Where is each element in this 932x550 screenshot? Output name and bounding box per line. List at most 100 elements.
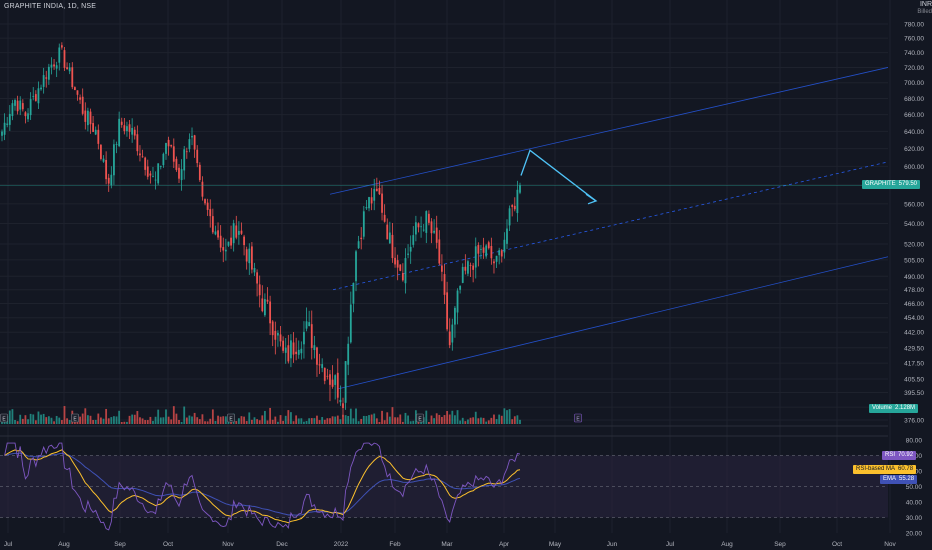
volume-bar: [245, 421, 248, 424]
candle-body: [474, 246, 477, 268]
candle-body: [300, 348, 303, 354]
volume-bar: [342, 414, 344, 424]
candle-body: [448, 331, 451, 346]
volume-bar: [383, 420, 386, 424]
volume-bar: [477, 418, 480, 424]
candle-body: [420, 226, 422, 228]
price-tick-label: 600.00: [904, 164, 924, 171]
candle-body: [271, 321, 274, 336]
volume-bar: [339, 419, 342, 424]
volume-bar: [399, 414, 402, 424]
candle-body: [89, 111, 92, 125]
candle-body: [45, 77, 48, 79]
candle-body: [118, 118, 121, 147]
volume-bar: [321, 417, 324, 424]
volume-bar: [290, 412, 292, 424]
candle-body: [237, 230, 240, 235]
price-tick-label: 395.50: [904, 390, 924, 397]
candle-body: [378, 187, 381, 195]
volume-bar: [485, 421, 488, 424]
volume-bar: [300, 418, 303, 424]
volume-bar: [8, 410, 11, 424]
candle-body: [261, 298, 264, 312]
volume-bar: [14, 419, 16, 424]
price-tick-label: 442.00: [904, 330, 924, 337]
volume-bar: [209, 418, 212, 424]
volume-bar: [243, 416, 245, 424]
volume-bar: [222, 416, 225, 424]
volume-bar: [493, 414, 495, 424]
volume-bar: [313, 418, 316, 424]
candle-body: [516, 189, 519, 214]
volume-bar: [269, 407, 272, 424]
volume-bar: [29, 413, 32, 424]
candle-body: [86, 110, 89, 126]
volume-bar: [487, 420, 490, 424]
earnings-letter: E: [576, 417, 580, 423]
candle-body: [451, 324, 454, 343]
candle-body: [24, 112, 27, 117]
volume-bar: [40, 414, 42, 424]
candle-body: [425, 211, 428, 233]
candle-body: [407, 253, 409, 255]
projection-arrow: [520, 149, 597, 202]
candle-body: [11, 103, 14, 117]
earnings-letter: E: [418, 417, 422, 423]
volume-bar: [295, 415, 298, 424]
candle-body: [8, 113, 11, 125]
candle-body: [110, 174, 113, 186]
volume-bar: [386, 412, 389, 424]
candle-body: [464, 266, 467, 271]
candle-body: [508, 208, 511, 226]
candle-body: [443, 274, 446, 295]
candle-body: [152, 176, 154, 177]
volume-bar: [417, 421, 420, 424]
candle-body: [245, 249, 248, 262]
candle-body: [180, 169, 183, 181]
candle-body: [357, 241, 360, 249]
volume-bar: [352, 418, 355, 424]
candle-body: [167, 139, 170, 147]
candle-body: [19, 100, 22, 110]
volume-bar: [508, 409, 511, 424]
volume-bar: [427, 421, 430, 424]
volume-bar: [196, 417, 199, 424]
volume-bar: [318, 420, 321, 424]
candle-body: [198, 164, 201, 181]
price-tick-label: 417.50: [904, 361, 924, 368]
candle-body: [84, 110, 87, 122]
candle-body: [472, 265, 475, 270]
candle-body: [243, 236, 245, 246]
price-tag-value: 579.50: [898, 181, 918, 187]
ema-tag-value: 55.28: [899, 476, 915, 482]
candle-body: [128, 124, 131, 132]
time-tick-label: Mar: [441, 541, 453, 548]
time-tick-label: Jul: [666, 541, 675, 548]
volume-bar: [211, 409, 214, 424]
volume-bar: [349, 408, 352, 424]
candle-body: [76, 90, 79, 95]
candle-body: [485, 245, 488, 257]
volume-bar: [412, 420, 415, 424]
earnings-letter: E: [73, 417, 77, 423]
candle-body: [55, 65, 58, 69]
candle-body: [136, 134, 139, 152]
volume-bar: [79, 416, 81, 424]
volume-bar: [480, 417, 482, 424]
volume-bar: [430, 415, 433, 424]
candle-body: [511, 205, 514, 207]
candle-body: [349, 304, 352, 343]
candle-body: [175, 158, 178, 170]
candle-body: [235, 225, 238, 238]
volume-bar: [107, 418, 110, 424]
volume-bar: [159, 417, 162, 424]
volume-bar: [305, 421, 308, 424]
candle-body: [40, 87, 42, 90]
volume-bar: [128, 415, 131, 424]
volume-bar: [456, 410, 459, 424]
candle-body: [370, 197, 373, 204]
candle-body: [433, 230, 436, 233]
volume-bar: [34, 420, 37, 424]
currency-sub: Billed: [917, 9, 932, 15]
